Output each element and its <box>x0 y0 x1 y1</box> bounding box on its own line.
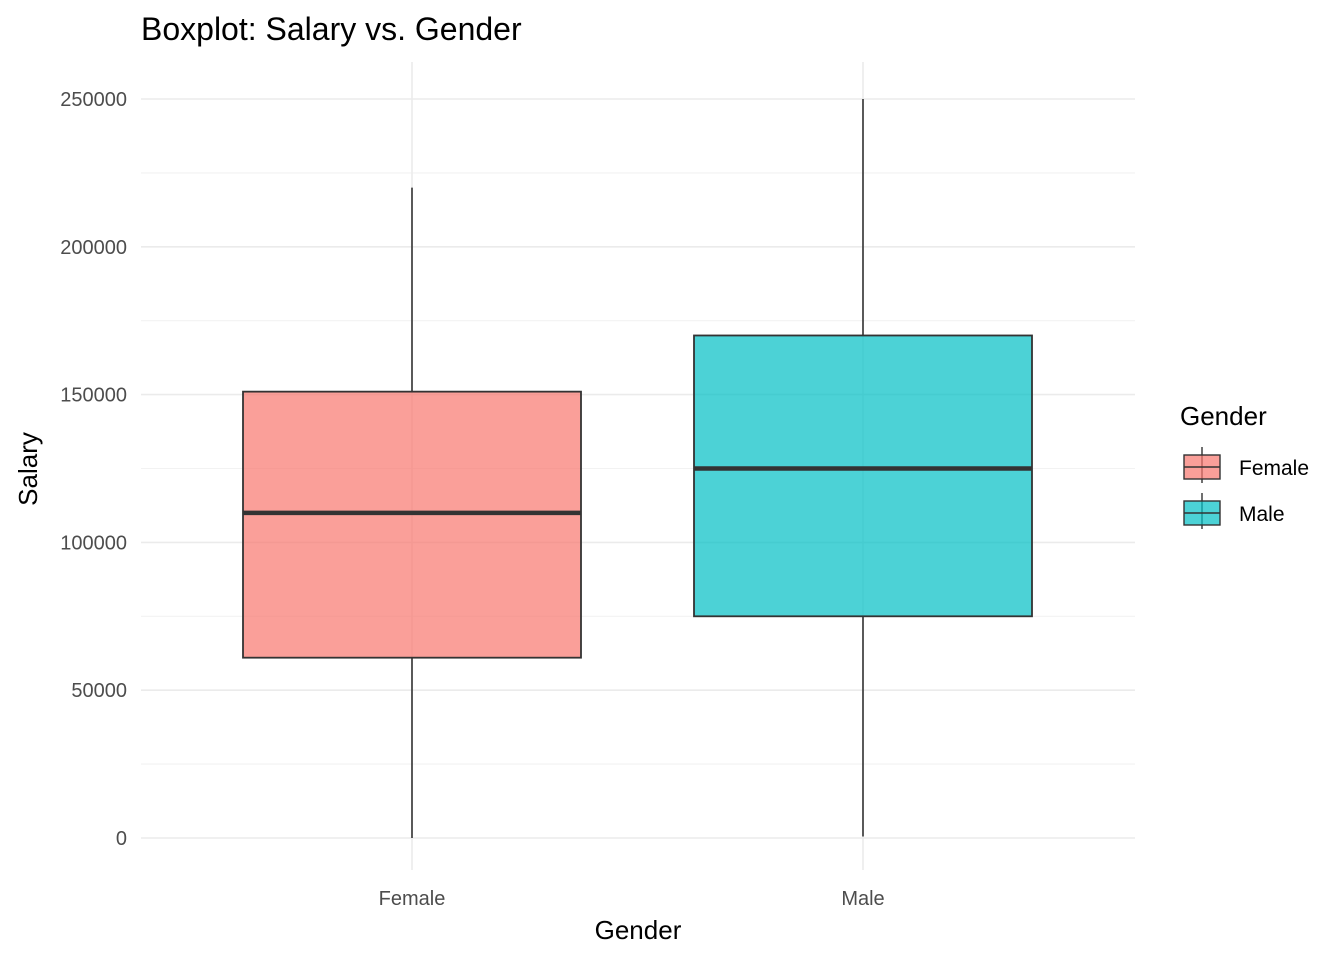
box-body <box>693 334 1033 618</box>
x-axis-ticks: Female Male <box>379 888 885 910</box>
y-axis-ticks: 0 50000 100000 150000 200000 250000 <box>60 89 127 850</box>
box-body <box>242 390 582 659</box>
legend-label: Male <box>1239 503 1285 526</box>
y-tick-label: 150000 <box>60 385 127 407</box>
x-tick-label: Female <box>379 888 446 910</box>
y-tick-label: 200000 <box>60 237 127 259</box>
y-tick-label: 100000 <box>60 532 127 554</box>
y-tick-label: 250000 <box>60 89 127 111</box>
x-axis-title: Gender <box>595 915 682 945</box>
x-tick-label: Male <box>841 888 884 910</box>
box-male <box>693 99 1033 837</box>
boxes <box>242 99 1033 838</box>
y-axis-title: Salary <box>13 432 43 506</box>
legend-item-male: Male <box>1183 493 1285 529</box>
legend-label: Female <box>1239 457 1309 480</box>
chart-title: Boxplot: Salary vs. Gender <box>141 11 522 47</box>
y-tick-label: 50000 <box>71 680 127 702</box>
y-tick-label: 0 <box>116 828 127 850</box>
legend-item-female: Female <box>1183 447 1309 483</box>
legend: Gender Female Male <box>1180 401 1309 529</box>
box-female <box>242 187 582 838</box>
legend-title: Gender <box>1180 401 1267 431</box>
